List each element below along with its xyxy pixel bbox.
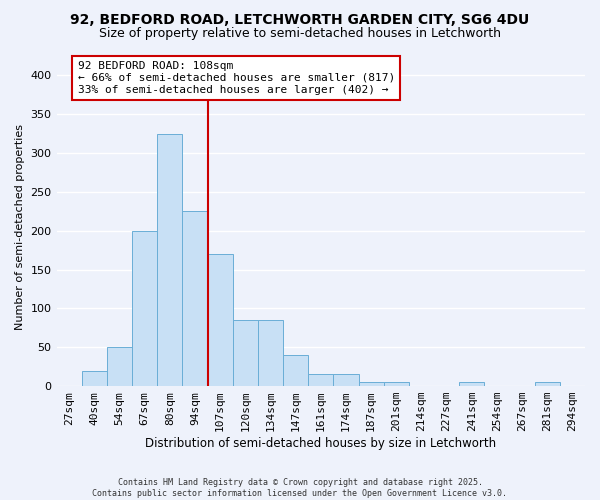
- Bar: [334, 374, 359, 386]
- Bar: [107, 348, 132, 386]
- Bar: [359, 382, 383, 386]
- Bar: [459, 382, 484, 386]
- Text: Contains HM Land Registry data © Crown copyright and database right 2025.
Contai: Contains HM Land Registry data © Crown c…: [92, 478, 508, 498]
- Text: 92 BEDFORD ROAD: 108sqm
← 66% of semi-detached houses are smaller (817)
33% of s: 92 BEDFORD ROAD: 108sqm ← 66% of semi-de…: [77, 62, 395, 94]
- X-axis label: Distribution of semi-detached houses by size in Letchworth: Distribution of semi-detached houses by …: [145, 437, 496, 450]
- Bar: [208, 254, 233, 386]
- Bar: [182, 212, 208, 386]
- Bar: [132, 231, 157, 386]
- Bar: [157, 134, 182, 386]
- Y-axis label: Number of semi-detached properties: Number of semi-detached properties: [15, 124, 25, 330]
- Text: Size of property relative to semi-detached houses in Letchworth: Size of property relative to semi-detach…: [99, 28, 501, 40]
- Bar: [535, 382, 560, 386]
- Bar: [233, 320, 258, 386]
- Bar: [308, 374, 334, 386]
- Bar: [383, 382, 409, 386]
- Bar: [283, 355, 308, 386]
- Bar: [82, 370, 107, 386]
- Bar: [258, 320, 283, 386]
- Text: 92, BEDFORD ROAD, LETCHWORTH GARDEN CITY, SG6 4DU: 92, BEDFORD ROAD, LETCHWORTH GARDEN CITY…: [70, 12, 530, 26]
